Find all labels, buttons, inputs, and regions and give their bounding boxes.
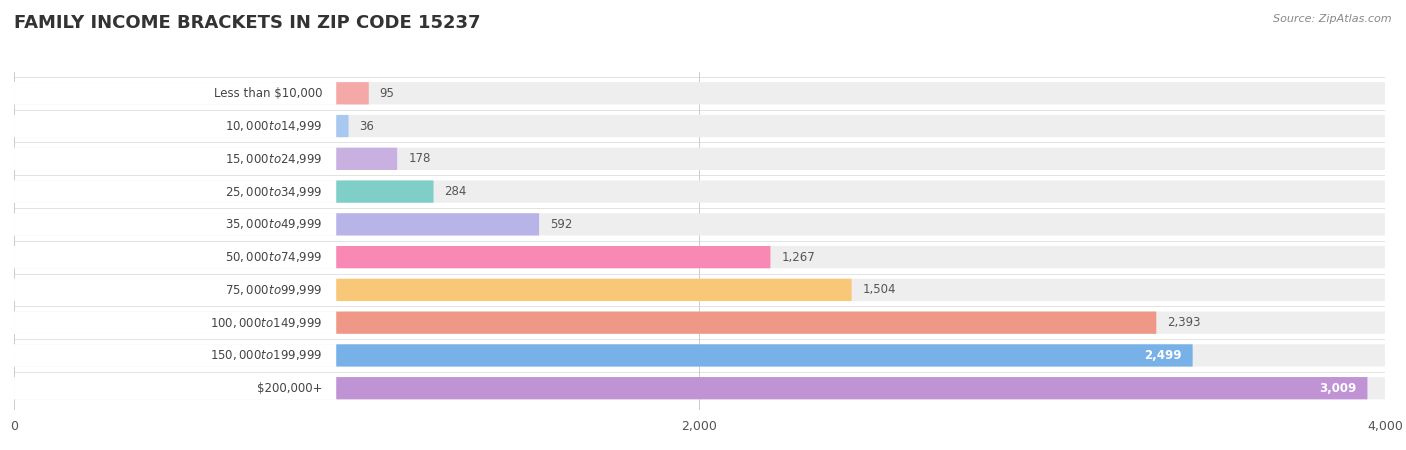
FancyBboxPatch shape — [336, 246, 770, 268]
Text: 1,504: 1,504 — [863, 284, 896, 297]
Text: $75,000 to $99,999: $75,000 to $99,999 — [225, 283, 322, 297]
FancyBboxPatch shape — [336, 213, 538, 235]
Text: $15,000 to $24,999: $15,000 to $24,999 — [225, 152, 322, 166]
FancyBboxPatch shape — [14, 82, 343, 104]
Text: 95: 95 — [380, 87, 395, 100]
FancyBboxPatch shape — [14, 180, 343, 203]
FancyBboxPatch shape — [14, 180, 1385, 203]
FancyBboxPatch shape — [14, 344, 1385, 367]
FancyBboxPatch shape — [336, 148, 398, 170]
FancyBboxPatch shape — [14, 246, 343, 268]
Text: $150,000 to $199,999: $150,000 to $199,999 — [209, 348, 322, 362]
FancyBboxPatch shape — [336, 115, 349, 137]
Text: 592: 592 — [550, 218, 572, 231]
Text: $50,000 to $74,999: $50,000 to $74,999 — [225, 250, 322, 264]
FancyBboxPatch shape — [14, 115, 1385, 137]
FancyBboxPatch shape — [336, 82, 368, 104]
FancyBboxPatch shape — [14, 311, 343, 334]
FancyBboxPatch shape — [14, 115, 343, 137]
Text: Source: ZipAtlas.com: Source: ZipAtlas.com — [1274, 14, 1392, 23]
FancyBboxPatch shape — [14, 213, 343, 235]
Text: FAMILY INCOME BRACKETS IN ZIP CODE 15237: FAMILY INCOME BRACKETS IN ZIP CODE 15237 — [14, 14, 481, 32]
Text: 36: 36 — [360, 120, 374, 133]
Text: 284: 284 — [444, 185, 467, 198]
FancyBboxPatch shape — [14, 82, 1385, 104]
FancyBboxPatch shape — [336, 279, 852, 301]
Text: 2,499: 2,499 — [1144, 349, 1181, 362]
FancyBboxPatch shape — [14, 377, 343, 399]
FancyBboxPatch shape — [336, 311, 1156, 334]
Text: 1,267: 1,267 — [782, 251, 815, 264]
FancyBboxPatch shape — [14, 148, 343, 170]
Text: 3,009: 3,009 — [1319, 382, 1357, 395]
Text: 2,393: 2,393 — [1167, 316, 1201, 329]
FancyBboxPatch shape — [14, 377, 1385, 399]
FancyBboxPatch shape — [14, 344, 343, 367]
FancyBboxPatch shape — [14, 148, 1385, 170]
Text: Less than $10,000: Less than $10,000 — [214, 87, 322, 100]
FancyBboxPatch shape — [14, 279, 343, 301]
FancyBboxPatch shape — [336, 180, 433, 203]
Text: $200,000+: $200,000+ — [257, 382, 322, 395]
Text: $10,000 to $14,999: $10,000 to $14,999 — [225, 119, 322, 133]
FancyBboxPatch shape — [336, 344, 1192, 367]
Text: $100,000 to $149,999: $100,000 to $149,999 — [209, 315, 322, 330]
FancyBboxPatch shape — [14, 311, 1385, 334]
FancyBboxPatch shape — [14, 279, 1385, 301]
FancyBboxPatch shape — [336, 377, 1368, 399]
Text: $25,000 to $34,999: $25,000 to $34,999 — [225, 184, 322, 198]
FancyBboxPatch shape — [14, 213, 1385, 235]
Text: 178: 178 — [408, 153, 430, 165]
FancyBboxPatch shape — [14, 246, 1385, 268]
Text: $35,000 to $49,999: $35,000 to $49,999 — [225, 217, 322, 231]
